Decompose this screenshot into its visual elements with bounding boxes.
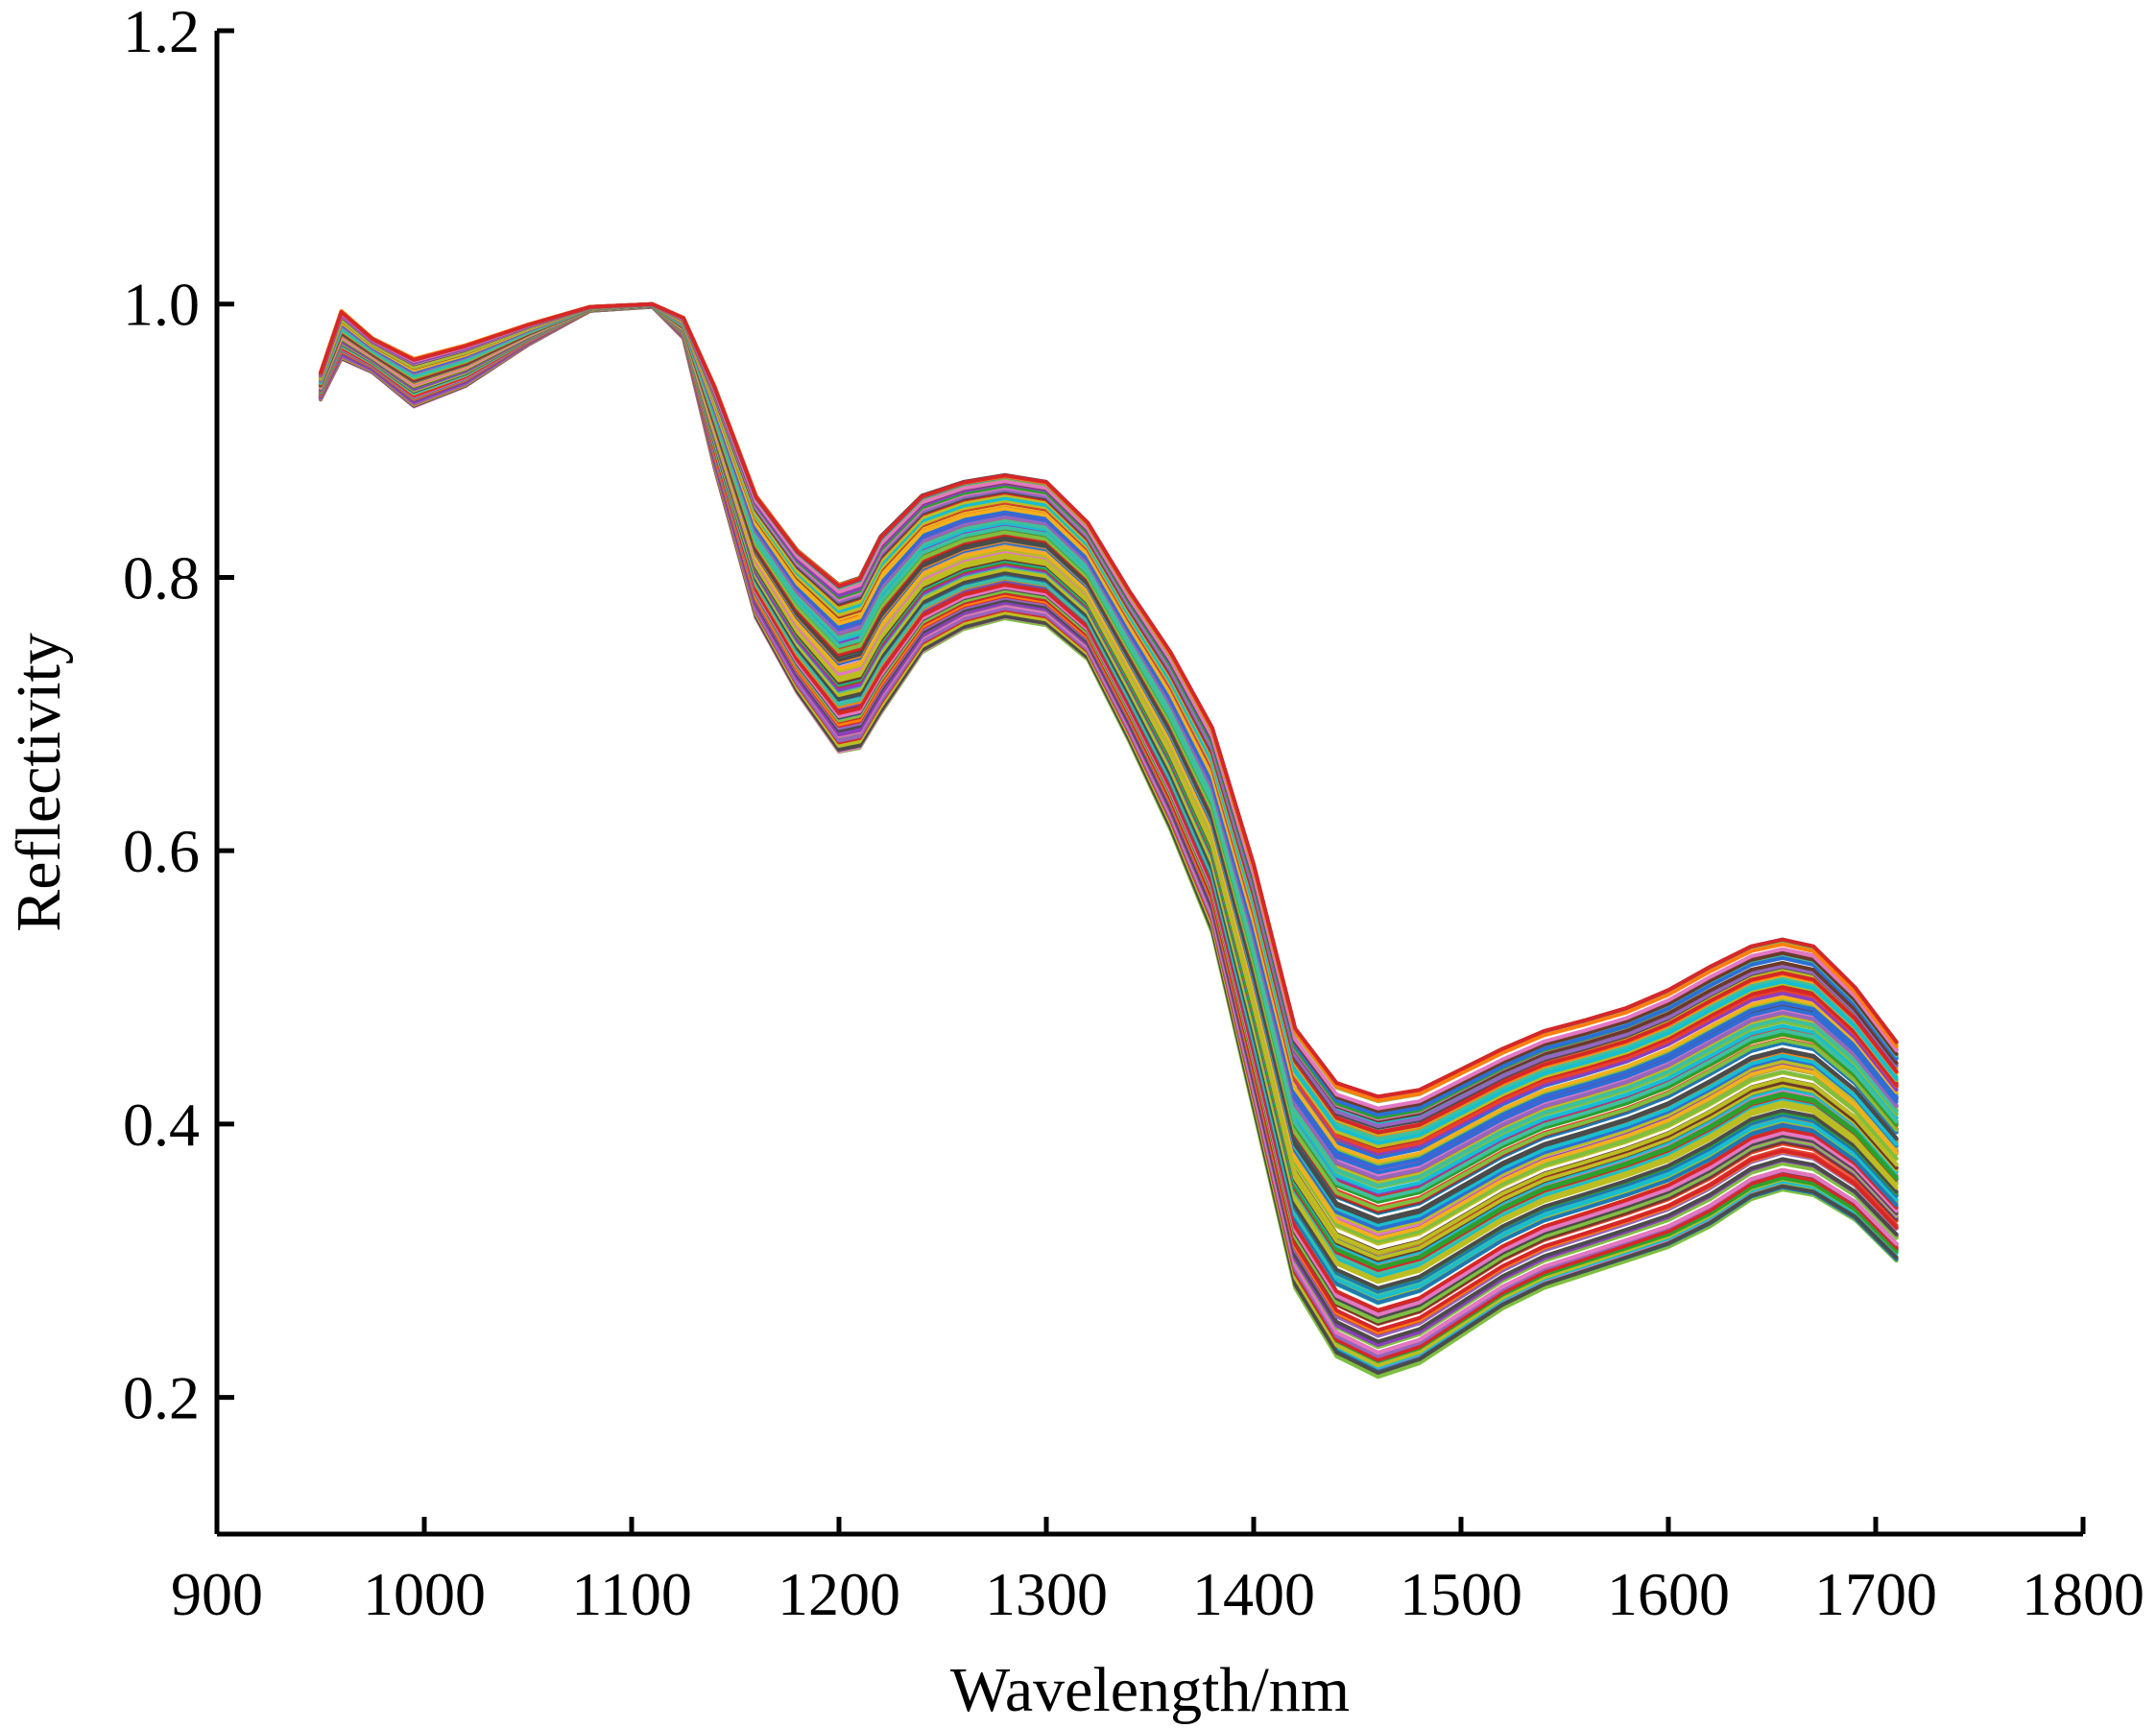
y-axis-ticks: 0.2 0.4 0.6 0.8 1.0 1.2 [123,0,234,1432]
x-axis-ticks: 900 1000 1100 1200 1300 1400 1500 1600 1700 1800 [171,1517,2144,1628]
spectrum-line [319,301,1899,1114]
x-tick-label: 1800 [2022,1560,2144,1628]
x-tick-label: 1500 [1400,1560,1522,1628]
x-tick-label: 1700 [1814,1560,1937,1628]
x-tick-label: 1000 [363,1560,486,1628]
y-tick-label: 1.0 [123,271,200,339]
x-tick-label: 1400 [1192,1560,1315,1628]
x-tick-label: 1200 [778,1560,900,1628]
x-tick-label: 900 [171,1560,263,1628]
x-tick-label: 1300 [985,1560,1108,1628]
spectrum-line [319,301,1899,1099]
y-tick-label: 0.2 [123,1364,200,1432]
x-tick-label: 1100 [571,1560,692,1628]
spectrum-line [319,303,1899,1245]
spectrum-line [319,303,1899,1283]
spectrum-line [319,302,1899,1127]
series-layer [319,301,1899,1380]
y-tick-label: 0.4 [123,1091,200,1159]
spectrum-line [319,302,1899,1185]
y-tick-label: 0.8 [123,543,200,612]
y-axis-title: Reflectivity [4,633,74,932]
spectrum-line [319,301,1899,1113]
y-tick-label: 1.2 [123,0,200,65]
spectrum-line [319,302,1899,1185]
spectrum-line [319,301,1899,1113]
axes-layer [214,31,2083,1537]
x-axis-title: Wavelength/nm [950,1655,1350,1725]
spectrum-line [319,301,1899,1111]
spectrum-line [319,303,1899,1246]
spectrum-line [319,301,1899,1115]
x-tick-label: 1600 [1607,1560,1730,1628]
spectrum-line [319,301,1899,1114]
y-tick-label: 0.6 [123,817,200,885]
